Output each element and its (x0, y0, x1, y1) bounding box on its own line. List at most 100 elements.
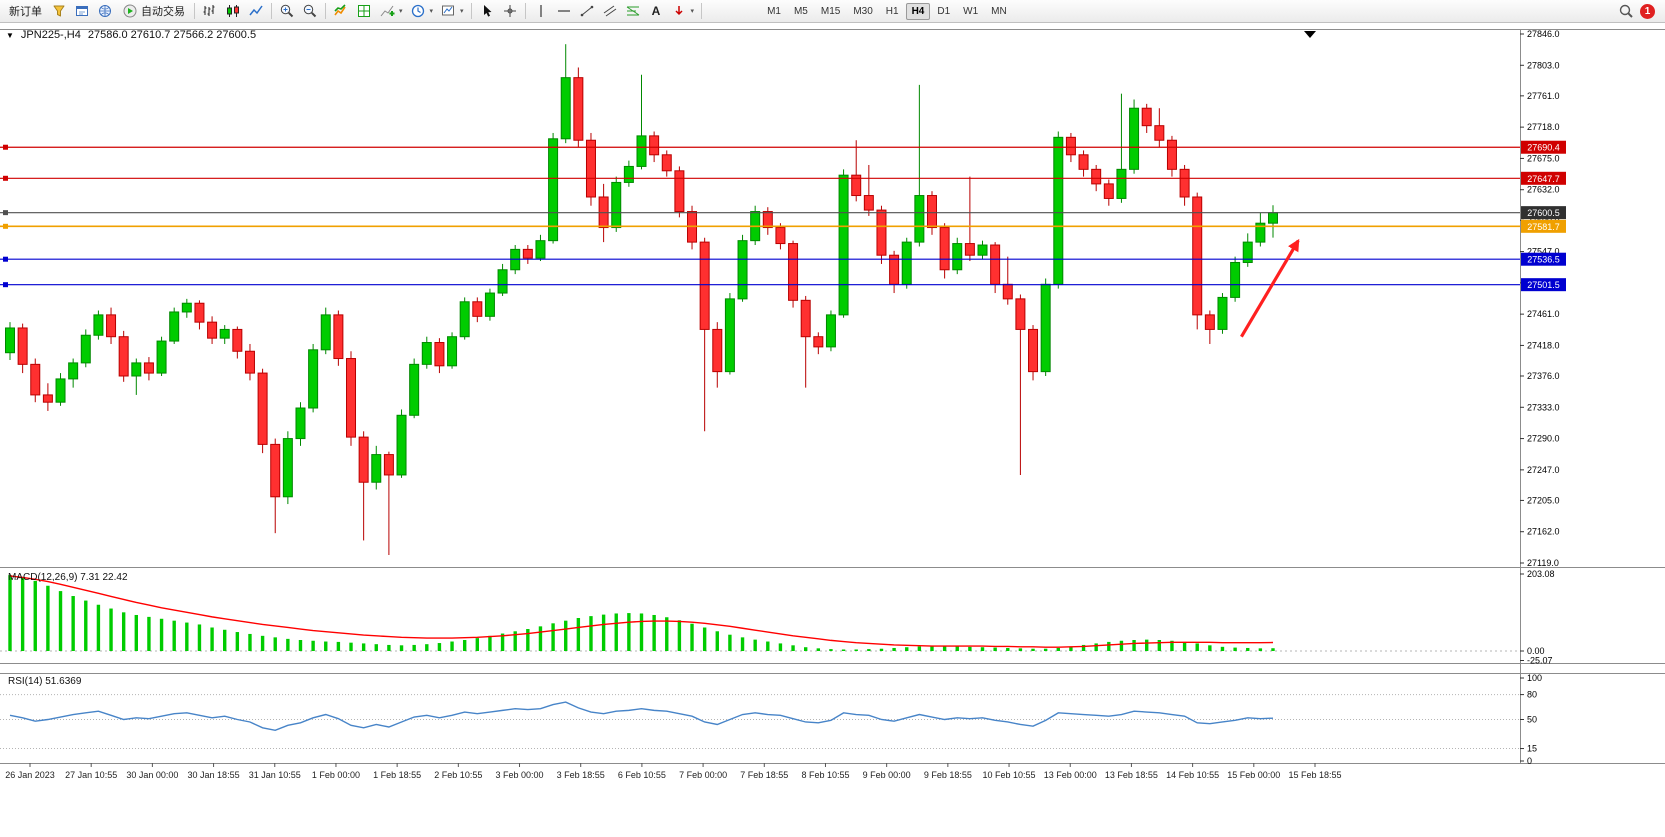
vertical-line-tool-button[interactable] (530, 1, 552, 21)
candle (800, 299, 811, 338)
candle (169, 311, 180, 342)
timeframe-M15[interactable]: M15 (815, 3, 846, 20)
arrows-tool-icon (675, 6, 683, 16)
price-line-badge (1521, 252, 1566, 266)
price-line-badge (1521, 140, 1566, 154)
new-order-button[interactable]: 新订单 (4, 1, 47, 21)
horizontal-line-tool-button[interactable] (553, 1, 575, 21)
svg-text:27461.0: 27461.0 (1527, 309, 1560, 319)
bar-chart-type-button[interactable] (199, 1, 221, 21)
navigator-button[interactable] (94, 1, 116, 21)
timeframe-M5[interactable]: M5 (788, 3, 814, 20)
candle (219, 328, 230, 339)
candle (990, 244, 1001, 285)
template-icon (442, 5, 455, 16)
trend-arrow-annotation[interactable] (1240, 238, 1300, 338)
candle (80, 334, 91, 364)
svg-text:9 Feb 00:00: 9 Feb 00:00 (863, 770, 911, 780)
svg-text:27803.0: 27803.0 (1527, 60, 1560, 70)
candle (1204, 314, 1215, 330)
candle (939, 227, 950, 271)
candle (1166, 139, 1177, 170)
data-window-button[interactable] (71, 1, 93, 21)
candle (484, 292, 495, 317)
candle (813, 336, 824, 348)
svg-text:15 Feb 00:00: 15 Feb 00:00 (1227, 770, 1280, 780)
svg-text:30 Jan 00:00: 30 Jan 00:00 (126, 770, 178, 780)
candle (876, 209, 887, 256)
line-chart-type-button[interactable] (245, 1, 267, 21)
timeframe-MN[interactable]: MN (985, 3, 1013, 20)
zoom-out-button[interactable] (299, 1, 321, 21)
auto-trading-button[interactable]: 自动交易 (117, 1, 190, 21)
timeframe-H4[interactable]: H4 (905, 2, 931, 20)
candle (775, 227, 786, 245)
timeframe-H1[interactable]: H1 (880, 3, 905, 20)
ohlc-values: 27586.0 27610.7 27566.2 27600.5 (87, 29, 257, 41)
candle (1103, 183, 1114, 199)
timeframe-W1[interactable]: W1 (957, 3, 984, 20)
zoom-in-button[interactable] (276, 1, 298, 21)
candle (131, 362, 142, 377)
svg-text:7 Feb 18:55: 7 Feb 18:55 (740, 770, 788, 780)
template-button[interactable]: ▾ (437, 1, 467, 21)
svg-text:14 Feb 10:55: 14 Feb 10:55 (1166, 770, 1219, 780)
chart-canvas[interactable]: 27846.0 27803.0 27761.0 27718.0 27675.0 27632… (0, 23, 1665, 837)
fibonacci-tool-button[interactable] (622, 1, 644, 21)
tile-windows-button[interactable] (353, 1, 375, 21)
svg-text:7 Feb 00:00: 7 Feb 00:00 (679, 770, 727, 780)
svg-text:27376.0: 27376.0 (1527, 371, 1560, 381)
candle (143, 362, 154, 374)
candle (1154, 125, 1165, 141)
svg-text:0.00: 0.00 (1527, 646, 1545, 656)
svg-text:31 Jan 10:55: 31 Jan 10:55 (249, 770, 301, 780)
svg-text:27690.4: 27690.4 (1527, 143, 1560, 153)
toolbar-separator (470, 3, 472, 19)
indicators-button[interactable] (330, 1, 352, 21)
candle (724, 298, 735, 373)
candle (346, 358, 357, 438)
candle (762, 211, 773, 229)
candle (699, 241, 710, 330)
svg-text:27 Jan 10:55: 27 Jan 10:55 (65, 770, 117, 780)
candle (1179, 168, 1190, 198)
svg-text:27718.0: 27718.0 (1527, 122, 1560, 132)
timeframe-M30[interactable]: M30 (847, 3, 878, 20)
add-indicator-button[interactable]: ▾ (376, 1, 406, 21)
period-button[interactable]: ▾ (407, 1, 437, 21)
svg-text:9 Feb 18:55: 9 Feb 18:55 (924, 770, 972, 780)
channel-tool-button[interactable] (599, 1, 621, 21)
svg-text:15 Feb 18:55: 15 Feb 18:55 (1288, 770, 1341, 780)
crosshair-button[interactable] (499, 1, 521, 21)
candle (358, 436, 369, 483)
trendline-tool-button[interactable] (576, 1, 598, 21)
cursor-button[interactable] (476, 1, 498, 21)
market-watch-button[interactable] (48, 1, 70, 21)
svg-text:27632.0: 27632.0 (1527, 185, 1560, 195)
candle (156, 340, 167, 374)
candlestick-chart-type-button[interactable] (222, 1, 244, 21)
timeframe-D1[interactable]: D1 (931, 3, 956, 20)
rsi-label: RSI(14) 51.6369 (8, 676, 82, 687)
svg-text:1 Feb 00:00: 1 Feb 00:00 (312, 770, 360, 780)
candle (788, 243, 799, 301)
tile-windows-icon (358, 5, 370, 17)
line-anchor (3, 175, 8, 181)
notification-badge[interactable]: 1 (1640, 3, 1655, 19)
timeframe-M1[interactable]: M1 (761, 3, 787, 20)
search-button[interactable] (1615, 1, 1637, 21)
arrows-tool-button[interactable]: ▾ (668, 1, 698, 21)
candle (926, 195, 937, 229)
text-tool-button[interactable]: A (645, 1, 667, 21)
svg-text:27761.0: 27761.0 (1527, 91, 1560, 101)
candle (1015, 298, 1026, 330)
chart-window: 27846.0 27803.0 27761.0 27718.0 27675.0 27632… (0, 23, 1665, 837)
svg-text:80: 80 (1527, 690, 1537, 700)
candle (409, 363, 420, 416)
candle (1028, 328, 1039, 373)
symbol-dropdown-icon[interactable]: ▼ (6, 30, 14, 40)
chart-shift-marker[interactable] (1304, 31, 1316, 38)
candlestick-chart-type-icon (227, 5, 239, 17)
candle (649, 135, 660, 156)
candle (118, 336, 129, 377)
